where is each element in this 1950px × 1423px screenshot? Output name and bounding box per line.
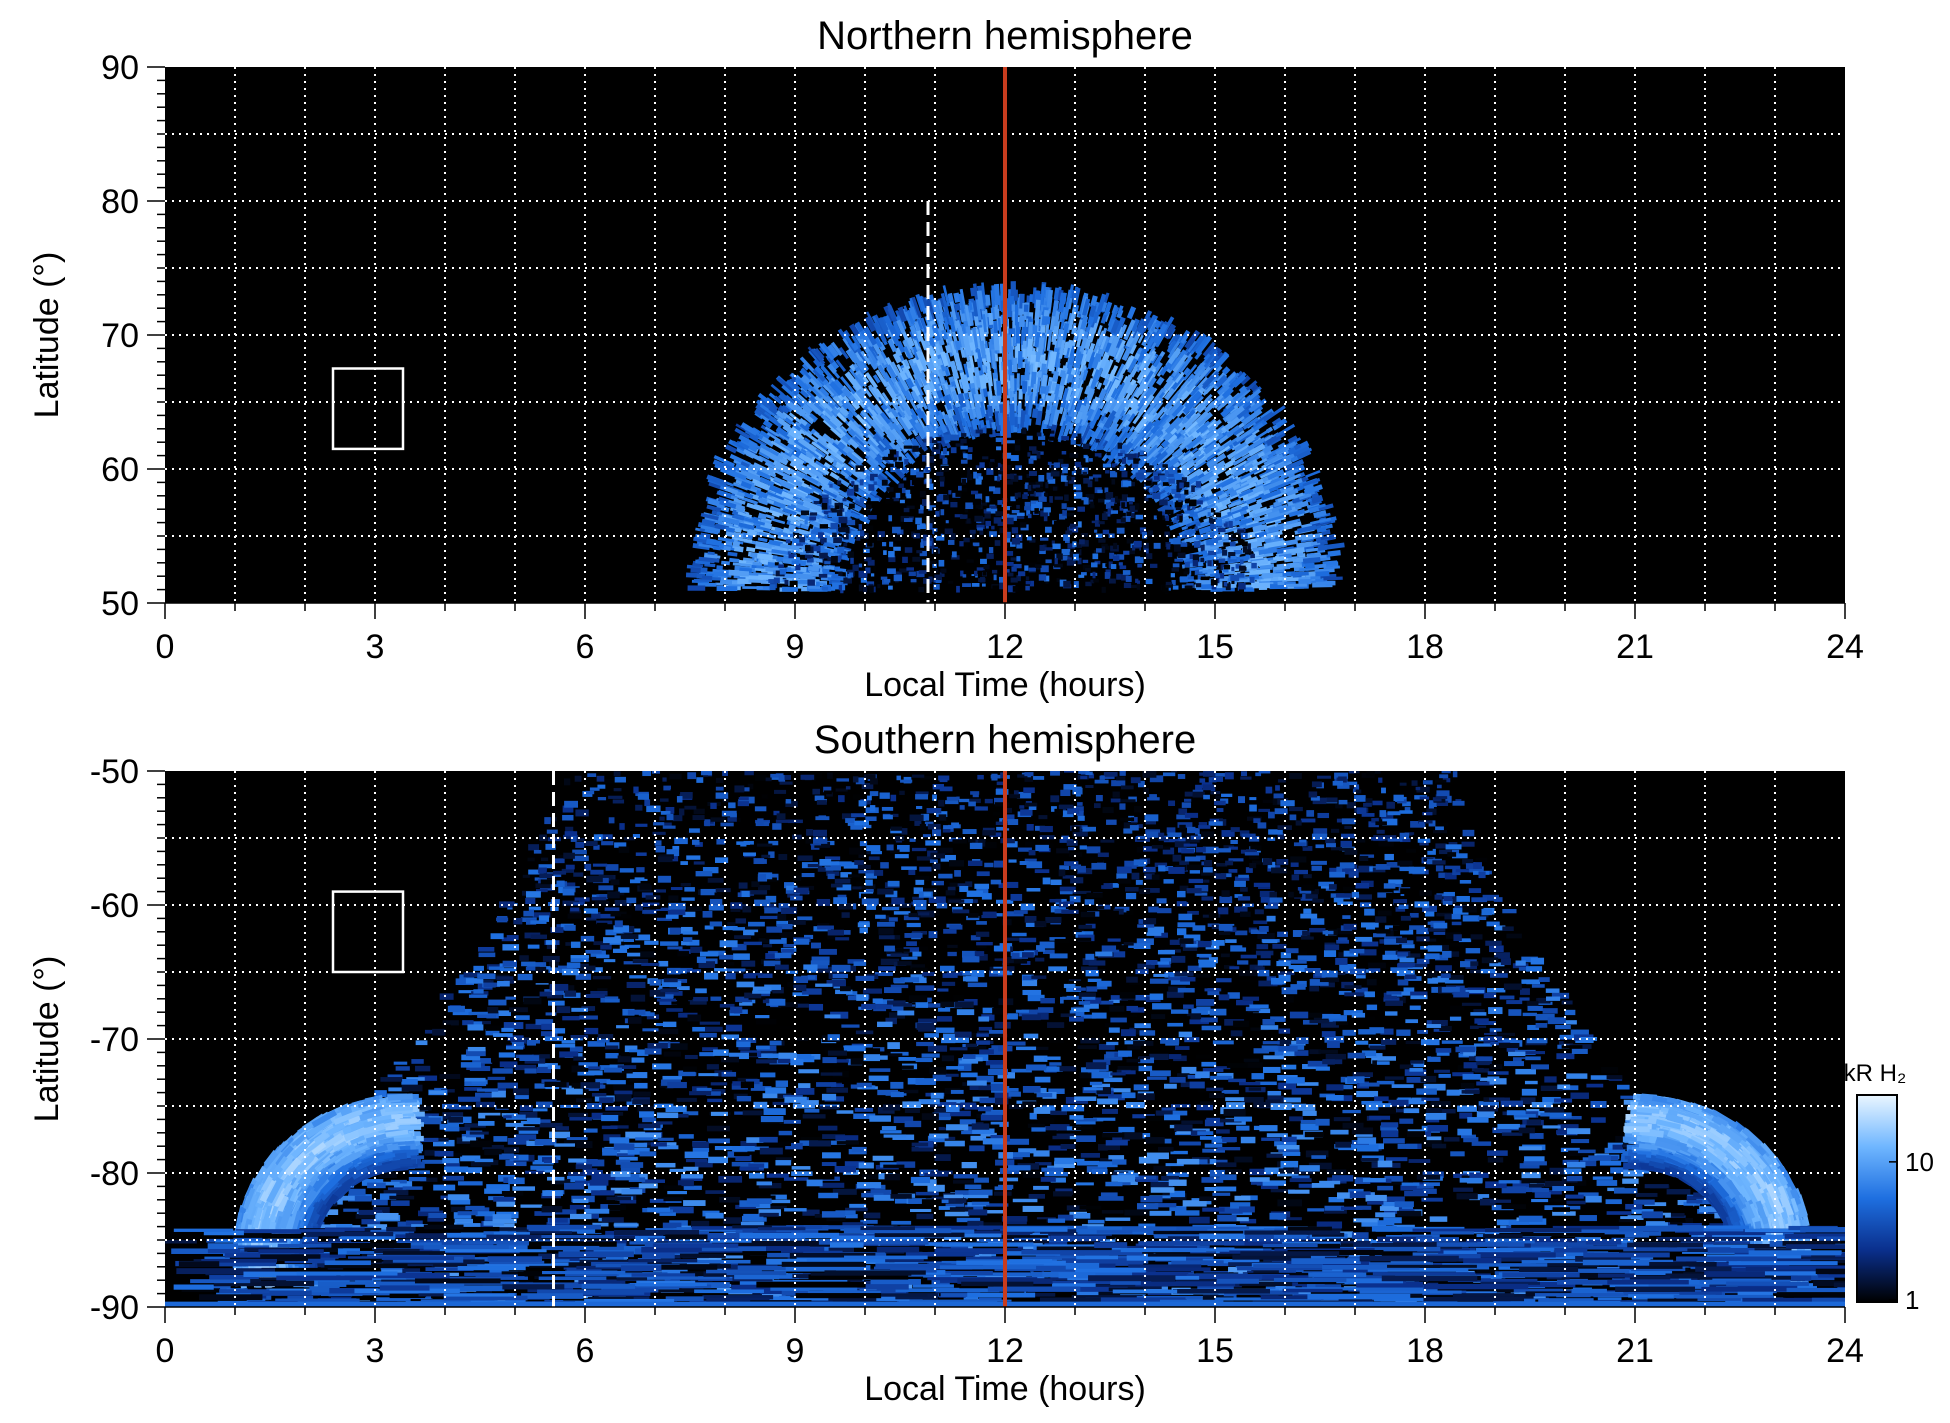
x-tick-label: 0: [156, 628, 175, 666]
x-tick-label: 12: [986, 1332, 1024, 1370]
y-tick-label: 80: [101, 183, 139, 221]
y-tick-label: 90: [101, 49, 139, 87]
y-tick-label: -90: [90, 1289, 139, 1327]
x-tick-label: 3: [366, 628, 385, 666]
emission-map: [165, 771, 1845, 1307]
x-tick-label: 24: [1826, 1332, 1864, 1370]
x-tick-label: 15: [1196, 1332, 1234, 1370]
colorbar: 1 10 kR H₂: [1844, 1060, 1934, 1315]
southern-panel: 0 3 6 9 12 15 18 21 24 -50 -60 -70 -80 -90 Southern he…: [28, 718, 1864, 1408]
y-tick-label: -80: [90, 1155, 139, 1193]
x-tick-label: 21: [1616, 628, 1654, 666]
plot-area: [165, 771, 1845, 1307]
plot-area: [165, 67, 1845, 603]
x-tick-label: 6: [576, 1332, 595, 1370]
x-axis-label: Local Time (hours): [864, 666, 1146, 704]
y-tick-label: -50: [90, 753, 139, 791]
panel-title: Northern hemisphere: [817, 14, 1193, 58]
x-tick-label: 18: [1406, 628, 1444, 666]
y-axis-label: Latitude (°): [28, 956, 66, 1123]
colorbar-tick-label: 1: [1905, 1285, 1919, 1315]
colorbar-label: kR H₂: [1844, 1060, 1907, 1087]
y-tick-label: 60: [101, 451, 139, 489]
axes: 0 3 6 9 12 15 18 21 24 -50 -60 -70 -80 -90: [90, 753, 1864, 1370]
x-tick-label: 21: [1616, 1332, 1654, 1370]
y-tick-label: -70: [90, 1021, 139, 1059]
axes: 0 3 6 9 12 15 18 21 24 50 60 70 80 90: [101, 49, 1864, 666]
x-tick-label: 9: [786, 1332, 805, 1370]
colorbar-tick-label: 10: [1905, 1147, 1934, 1177]
x-tick-label: 6: [576, 628, 595, 666]
y-tick-label: -60: [90, 887, 139, 925]
y-tick-label: 70: [101, 317, 139, 355]
y-axis-label: Latitude (°): [28, 252, 66, 419]
reference-box: [331, 890, 405, 974]
x-tick-label: 18: [1406, 1332, 1444, 1370]
x-tick-label: 9: [786, 628, 805, 666]
x-tick-label: 15: [1196, 628, 1234, 666]
colorbar-gradient: [1856, 1094, 1898, 1303]
x-axis-label: Local Time (hours): [864, 1370, 1146, 1408]
x-tick-label: 12: [986, 628, 1024, 666]
x-tick-label: 24: [1826, 628, 1864, 666]
x-tick-label: 0: [156, 1332, 175, 1370]
reference-box: [331, 367, 405, 451]
x-tick-label: 3: [366, 1332, 385, 1370]
y-tick-label: 50: [101, 585, 139, 623]
panel-title: Southern hemisphere: [814, 718, 1196, 762]
northern-panel: 0 3 6 9 12 15 18 21 24 50 60 70 80 90 Northern hemisph…: [28, 14, 1864, 704]
